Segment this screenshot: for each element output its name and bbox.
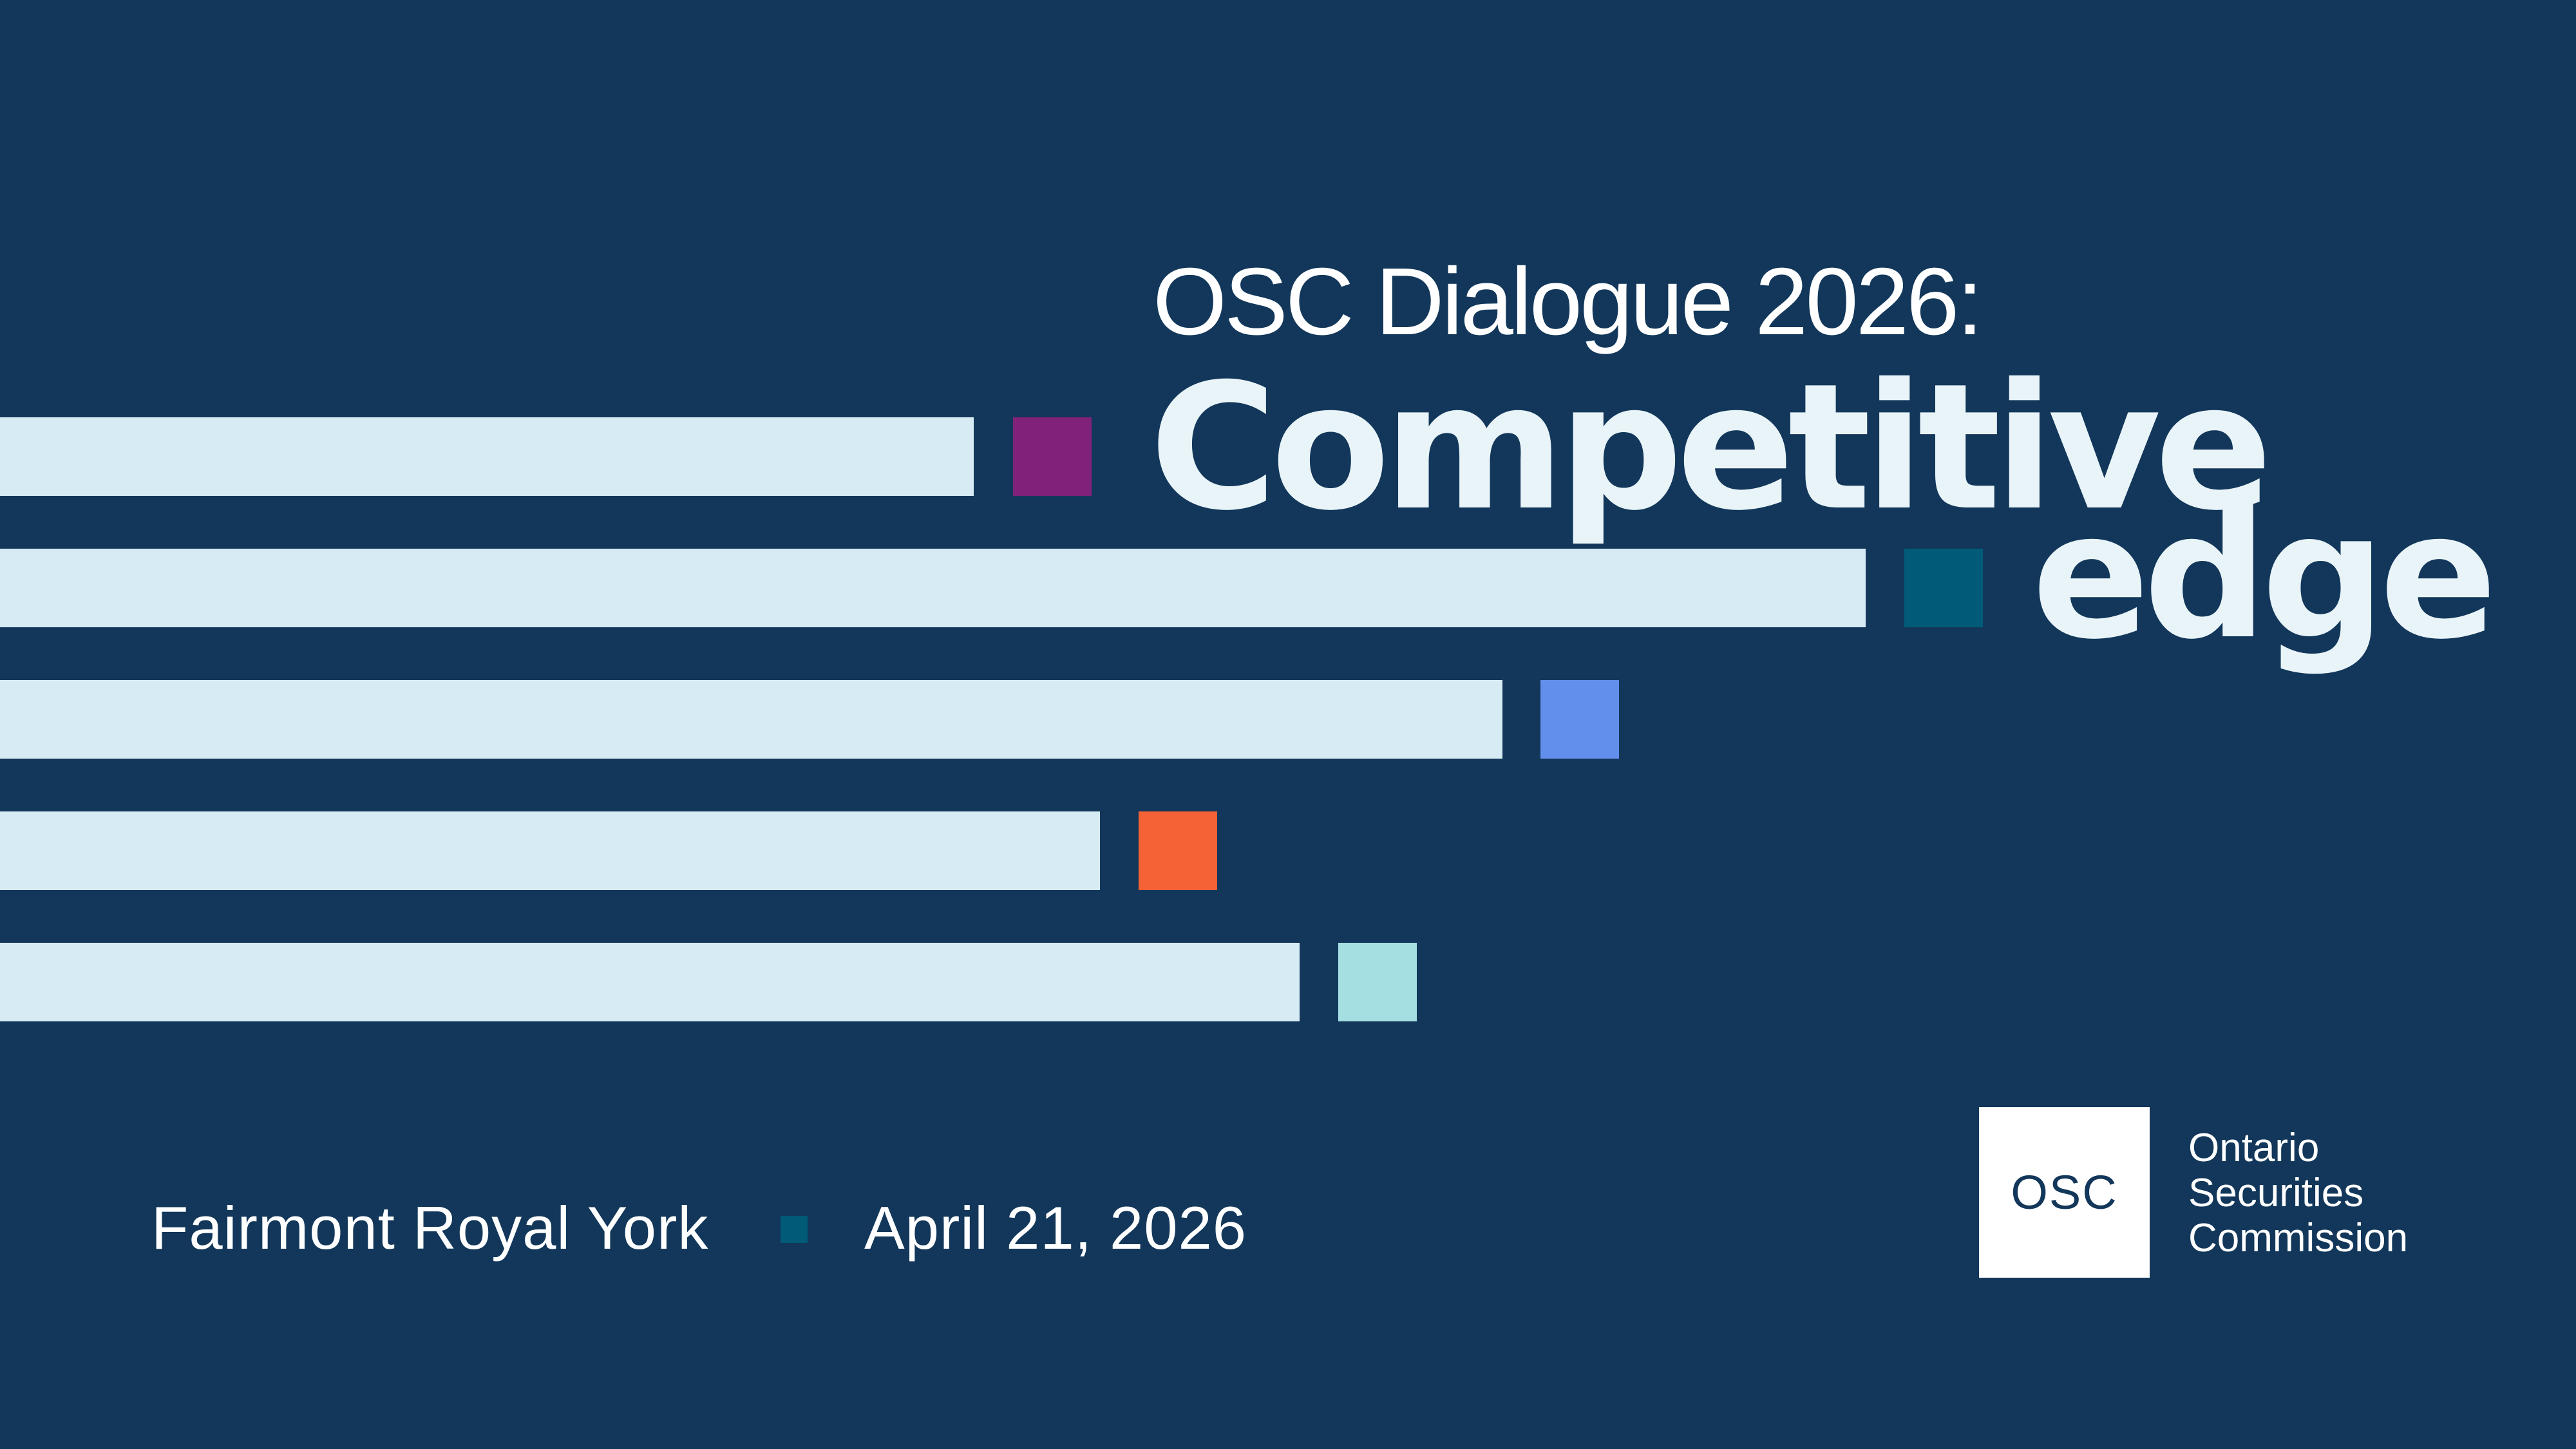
decorative-bar-2 [0, 549, 1866, 627]
org-name-line-2: Securities [2188, 1171, 2364, 1215]
decorative-bar-1 [0, 417, 974, 496]
event-title-line-2: edge [2032, 475, 2497, 677]
orange-square [1139, 811, 1217, 890]
decorative-bar-3 [0, 680, 1502, 759]
osc-logo: OSC [1979, 1107, 2150, 1278]
teal-square [1904, 549, 1983, 627]
org-name-line-1: Ontario [2188, 1126, 2320, 1170]
purple-square [1013, 417, 1092, 496]
separator-square [781, 1216, 808, 1243]
event-date: April 21, 2026 [864, 1194, 1247, 1262]
osc-logo-mark: OSC [2011, 1165, 2118, 1219]
org-name-line-3: Commission [2188, 1216, 2409, 1260]
organization-name: Ontario Securities Commission [2188, 1126, 2408, 1261]
aqua-square [1338, 943, 1417, 1021]
blue-square [1540, 680, 1619, 759]
decorative-bar-4 [0, 811, 1100, 890]
event-subtitle: OSC Dialogue 2026: [1153, 249, 1984, 355]
decorative-bar-5 [0, 943, 1300, 1021]
event-venue: Fairmont Royal York [151, 1194, 709, 1262]
event-title-line-1: Competitive [1150, 346, 2273, 549]
